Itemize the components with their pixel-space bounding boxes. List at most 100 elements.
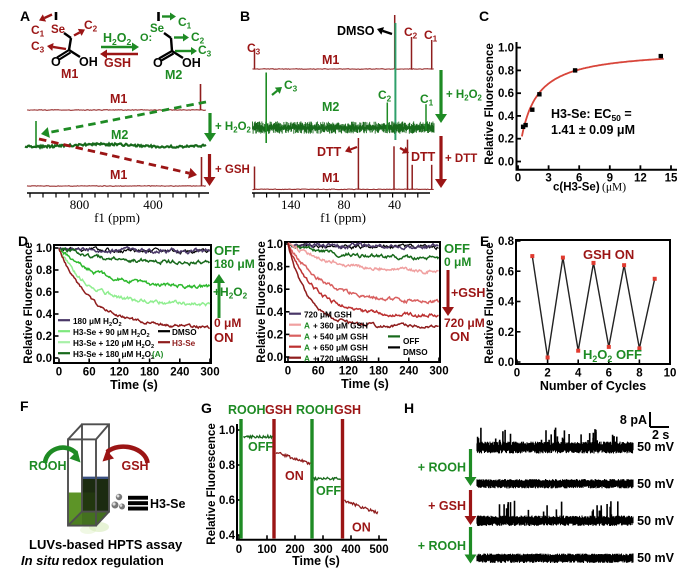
svg-text:300: 300 [200,367,219,379]
svg-text:6: 6 [606,368,612,380]
svg-text:ON: ON [285,469,304,483]
svg-text:8 pA: 8 pA [620,413,647,427]
svg-text:240: 240 [170,367,189,379]
svg-text:+ GSH: + GSH [428,499,466,513]
svg-text:Number of Cycles: Number of Cycles [540,379,646,393]
svg-text:GSH: GSH [104,56,131,70]
svg-text:M2: M2 [322,100,339,114]
svg-text:C1: C1 [424,28,438,44]
svg-text:ON: ON [352,521,371,535]
svg-text:H2O2: H2O2 [103,31,132,47]
svg-text:H3-Se: H3-Se [150,497,185,511]
svg-text:A: A [304,322,310,331]
svg-text:0.4: 0.4 [267,307,284,319]
svg-text:H3-Se: H3-Se [172,339,196,348]
svg-text:C3: C3 [247,41,261,57]
svg-text:300: 300 [313,544,332,556]
svg-text:12: 12 [634,173,647,185]
svg-text:0.8: 0.8 [36,265,53,277]
svg-text:H3-Se + 120 μM H2O2: H3-Se + 120 μM H2O2 [73,339,154,350]
svg-text:+ ROOH: + ROOH [418,539,466,553]
svg-text:4: 4 [575,368,582,380]
svg-text:GSH ON: GSH ON [583,247,634,262]
svg-text:Se: Se [150,23,164,35]
svg-text:H3-Se: EC50 =: H3-Se: EC50 = [551,107,632,123]
svg-text:0.8: 0.8 [498,65,515,77]
svg-text:1.0: 1.0 [267,239,283,251]
svg-text:Relative Fluorescence: Relative Fluorescence [23,242,35,363]
svg-text:DTT: DTT [317,145,342,159]
svg-text:0.4: 0.4 [498,297,515,309]
svg-text:C3: C3 [198,43,212,59]
svg-text:H: H [404,400,414,416]
svg-text:f1 (ppm): f1 (ppm) [94,210,140,225]
svg-text:8: 8 [636,368,643,380]
svg-text:Relative Fluorescence: Relative Fluorescence [256,241,268,362]
svg-text:0.2: 0.2 [498,327,514,339]
svg-text:400: 400 [341,544,360,556]
svg-text:50 mV: 50 mV [637,440,674,454]
svg-text:OFF: OFF [316,484,341,498]
svg-text:C2: C2 [191,30,205,46]
svg-text:ON: ON [450,329,470,344]
svg-text:0: 0 [236,544,242,556]
svg-text:800: 800 [70,197,90,212]
svg-text:0.2: 0.2 [36,331,52,343]
svg-text:C2: C2 [378,88,392,104]
svg-text:redox regulation: redox regulation [62,553,164,568]
svg-text:+ 360 μM GSH: + 360 μM GSH [313,322,368,331]
svg-text:0: 0 [514,368,520,380]
svg-text:M2: M2 [165,68,182,82]
svg-text:OFF: OFF [444,241,470,256]
svg-text:50 mV: 50 mV [637,514,674,528]
svg-text:720 μM: 720 μM [444,316,485,330]
svg-text:400: 400 [143,197,163,212]
svg-text:c(H3-Se): c(H3-Se) [553,182,600,194]
svg-text:Time (s): Time (s) [292,554,340,568]
svg-text:80: 80 [338,197,351,212]
svg-text:M1: M1 [322,53,339,67]
svg-text:ROOH: ROOH [228,403,266,417]
svg-text:GSH: GSH [334,403,361,417]
svg-text:50 mV: 50 mV [637,477,674,491]
svg-text:0.0: 0.0 [498,357,514,369]
svg-text:0.0: 0.0 [36,353,52,365]
svg-text:0: 0 [56,367,62,379]
svg-text:0.4: 0.4 [498,111,515,123]
svg-text:500: 500 [369,544,388,556]
svg-text:+ GSH: + GSH [215,164,250,176]
svg-text:40: 40 [388,197,401,212]
svg-text:0.4: 0.4 [219,530,236,542]
svg-text:0 μM: 0 μM [214,316,241,330]
svg-text:In situ: In situ [21,553,59,568]
svg-text:200: 200 [285,544,304,556]
svg-text:C3: C3 [31,39,45,55]
svg-text:(A): (A) [152,350,164,359]
svg-text:0.6: 0.6 [267,284,283,296]
svg-text:180: 180 [369,366,388,378]
svg-text:240: 240 [399,366,418,378]
svg-text:2 s: 2 s [652,428,669,442]
svg-text:C1: C1 [31,23,45,39]
svg-text:M1: M1 [110,92,127,106]
svg-text:ON: ON [214,330,234,345]
svg-text:A: A [304,333,310,342]
svg-text:0: 0 [515,173,521,185]
svg-text:Time (s): Time (s) [110,378,158,392]
svg-text:GSH: GSH [265,403,292,417]
svg-text:Relative Fluorescence: Relative Fluorescence [484,242,496,363]
svg-text:+ ROOH: + ROOH [418,461,466,475]
svg-text:B: B [240,8,250,24]
svg-text:1.0: 1.0 [219,425,235,437]
svg-text:OFF: OFF [403,337,419,346]
svg-text:0.6: 0.6 [498,88,514,100]
svg-text:0.8: 0.8 [498,236,515,248]
svg-text:OFF: OFF [214,243,240,258]
svg-text:0.4: 0.4 [36,309,53,321]
svg-text:+ 720 μM GSH: + 720 μM GSH [313,355,368,364]
svg-text:0.6: 0.6 [36,287,52,299]
svg-text:A: A [304,344,310,353]
svg-text:9: 9 [607,173,613,185]
svg-text:f1 (ppm): f1 (ppm) [320,210,366,225]
svg-text:E: E [480,233,489,249]
